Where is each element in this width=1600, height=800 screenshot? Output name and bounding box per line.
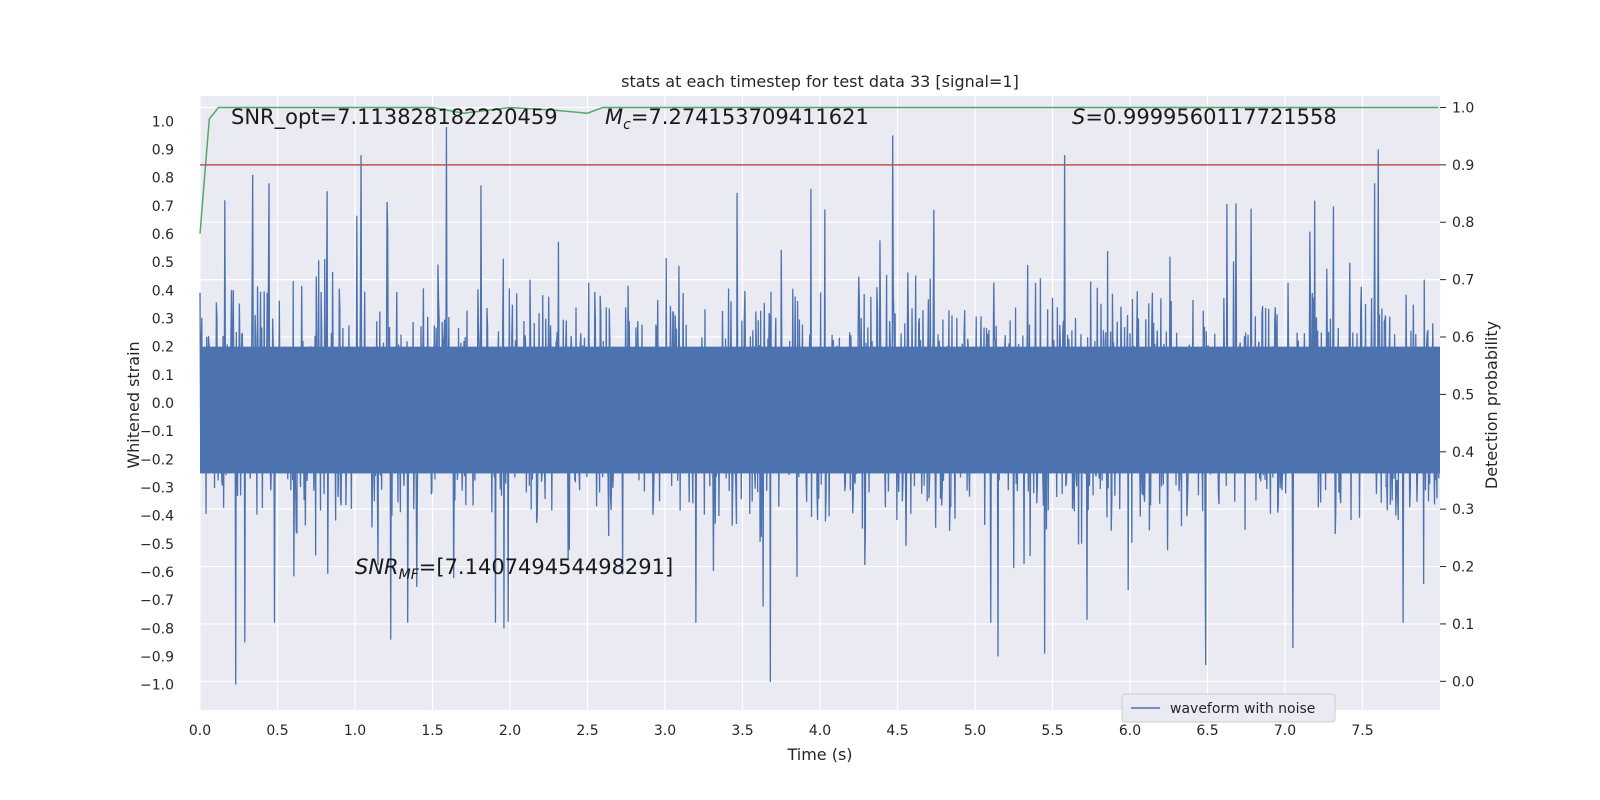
y-tick-label: 0.9 (152, 143, 174, 159)
y-tick-label: 0.6 (152, 227, 174, 243)
x-tick-label: 6.5 (1196, 723, 1218, 739)
y-tick-label: 0.4 (152, 283, 174, 299)
y-tick-label: −1.0 (140, 678, 174, 694)
y-tick-label: −0.4 (140, 509, 174, 525)
legend-box (1121, 693, 1336, 723)
axes-layer: 0.0 0.5 1.0 1.5 2.0 2.5 3.0 3.5 4.0 4.5 5.0 5.5 6.0 6… (140, 100, 1474, 739)
x-tick-label: 0.0 (189, 723, 211, 739)
s-value: =0.9999560117721558 (1085, 105, 1336, 129)
x-tick-label: 3.0 (654, 723, 676, 739)
chirp-mass-annotation: Mc=7.274153709411621 (605, 105, 869, 133)
waveform-core-band (200, 346, 1440, 474)
snr-mf-value: =[7.140749454498291] (419, 555, 673, 579)
x-tick-label: 6.0 (1119, 723, 1141, 739)
x-tick-label: 2.0 (499, 723, 521, 739)
x-tick-label: 5.0 (964, 723, 986, 739)
y-tick-label: 0.1 (152, 368, 174, 384)
waveform-series (199, 126, 1441, 685)
y-tick-label: 0.0 (152, 396, 174, 412)
y-tick-label: −0.3 (140, 480, 174, 496)
x-tick-label: 5.5 (1041, 723, 1063, 739)
y-tick-label: −0.5 (140, 537, 174, 553)
y-axis-label: Whitened strain (124, 341, 143, 468)
chirp-mass-value: =7.274153709411621 (631, 105, 869, 129)
y2-tick-label: 0.5 (1452, 387, 1474, 403)
x-tick-label: 3.5 (731, 723, 753, 739)
chirp-mass-symbol: M (605, 105, 623, 129)
x-tick-label: 7.0 (1274, 723, 1296, 739)
s-symbol: S (1072, 105, 1085, 129)
y-tick-label: 0.7 (152, 199, 174, 215)
y2-tick-label: 0.8 (1452, 215, 1474, 231)
y2-tick-label: 0.7 (1452, 273, 1474, 289)
snr-opt-annotation: SNR_opt=7.113828182220459 (231, 105, 558, 130)
x-tick-label: 4.0 (809, 723, 831, 739)
y-tick-label: 0.3 (152, 312, 174, 328)
snr-mf-annotation: SNRMF=[7.140749454498291] (355, 555, 673, 583)
y-tick-label: −0.1 (140, 424, 174, 440)
y2-tick-label: 0.6 (1452, 330, 1474, 346)
x-tick-label: 1.5 (421, 723, 443, 739)
x-tick-label: 0.5 (266, 723, 288, 739)
legend: waveform with noise (1121, 693, 1336, 723)
x-tick-label: 4.5 (886, 723, 908, 739)
y-tick-label: −0.2 (140, 452, 174, 468)
y2-tick-label: 0.2 (1452, 560, 1474, 576)
legend-label-waveform: waveform with noise (1170, 701, 1315, 717)
y2-tick-label: 0.4 (1452, 445, 1474, 461)
snr-mf-symbol: SNR (355, 555, 399, 579)
y2-axis-label: Detection probability (1482, 321, 1501, 489)
snr-mf-subscript: MF (399, 567, 420, 583)
detection-probability-line (199, 106, 1439, 234)
x-tick-label: 7.5 (1351, 723, 1373, 739)
y2-tick-label: 0.9 (1452, 158, 1474, 174)
chart-title: stats at each timestep for test data 33 … (621, 72, 1019, 91)
probability-layer (199, 106, 1440, 234)
x-axis-label: Time (s) (786, 745, 852, 764)
y-tick-label: −0.6 (140, 565, 174, 581)
y-tick-label: −0.9 (140, 649, 174, 665)
s-annotation: S=0.9999560117721558 (1072, 105, 1337, 129)
x-tick-label: 1.0 (344, 723, 366, 739)
y2-tick-label: 0.0 (1452, 674, 1474, 690)
y-tick-label: 0.8 (152, 171, 174, 187)
y2-tick-label: 0.1 (1452, 617, 1474, 633)
y-tick-label: 0.5 (152, 255, 174, 271)
y2-tick-label: 1.0 (1452, 100, 1474, 116)
chirp-mass-subscript: c (623, 117, 631, 133)
y-tick-label: −0.8 (140, 621, 174, 637)
x-tick-label: 2.5 (576, 723, 598, 739)
y-tick-label: −0.7 (140, 593, 174, 609)
y-tick-label: 1.0 (152, 114, 174, 130)
y-tick-label: 0.2 (152, 340, 174, 356)
y2-tick-label: 0.3 (1452, 502, 1474, 518)
